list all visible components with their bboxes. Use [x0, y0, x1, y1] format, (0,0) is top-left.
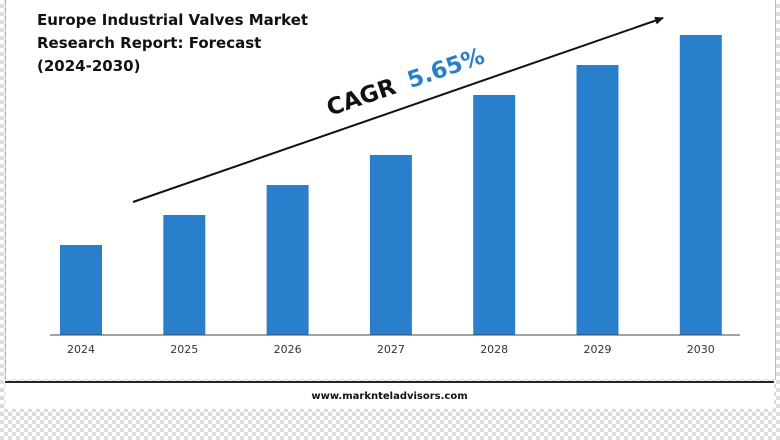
footer-url: www.marknteladvisors.com — [311, 390, 468, 402]
x-tick-label-2026: 2026 — [274, 343, 302, 356]
cagr-label: CAGR — [323, 74, 399, 122]
x-tick-label-2027: 2027 — [377, 343, 405, 356]
bar-2030 — [679, 35, 722, 335]
bar-2028 — [473, 95, 516, 335]
title-line-2: Research Report: Forecast — [37, 34, 262, 52]
x-tick-label-2030: 2030 — [687, 343, 715, 356]
x-tick-label-2025: 2025 — [170, 343, 198, 356]
trend-arrow — [132, 16, 664, 203]
bar-2026 — [266, 185, 309, 335]
bar-2024 — [60, 245, 102, 335]
bar-chart: 2024 2025 2026 2027 2028 2029 2030 CAGR 5.65% — [50, 16, 740, 356]
bar-2025 — [163, 215, 206, 335]
x-tick-label-2028: 2028 — [480, 343, 508, 356]
title-line-3: (2024-2030) — [37, 57, 141, 75]
footer: www.marknteladvisors.com — [5, 381, 774, 409]
x-tick-labels: 2024 2025 2026 2027 2028 2029 2030 — [67, 343, 715, 356]
title-line-1: Europe Industrial Valves Market — [37, 11, 309, 29]
bar-2027 — [369, 155, 412, 335]
bar-2029 — [576, 65, 619, 335]
x-tick-label-2029: 2029 — [584, 343, 612, 356]
cagr-annotation: CAGR 5.65% — [323, 43, 488, 121]
chart-title: Europe Industrial Valves Market Research… — [37, 9, 337, 78]
cagr-value: 5.65% — [404, 43, 488, 94]
x-tick-label-2024: 2024 — [67, 343, 95, 356]
bars-group — [60, 35, 722, 335]
